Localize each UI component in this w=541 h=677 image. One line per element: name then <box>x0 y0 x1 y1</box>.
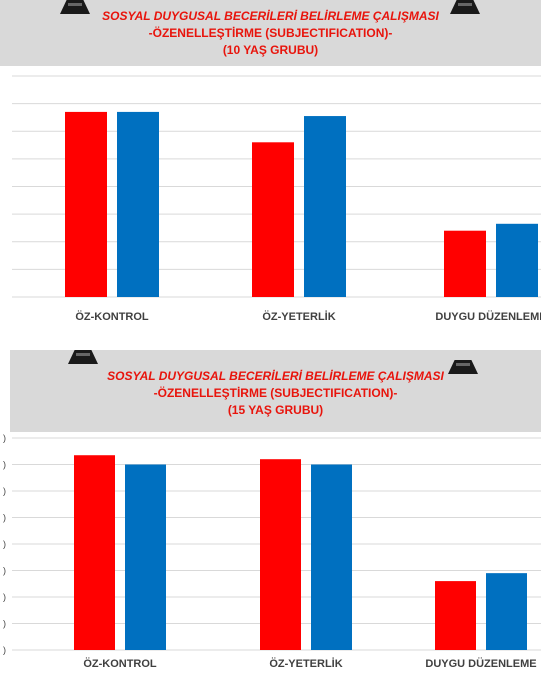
binder-clip-icon <box>448 360 478 374</box>
y-tick-mark: ) <box>3 566 6 576</box>
binder-clip-icon <box>450 0 480 14</box>
bar-series-1-1 <box>74 455 115 650</box>
x-tick-label: ÖZ-KONTROL <box>75 310 149 323</box>
binder-clip-icon <box>68 350 98 364</box>
chart-1-subtitle: -ÖZENELLEŞTİRME (SUBJECTIFICATION)- <box>148 26 393 40</box>
bar-series-2-3 <box>486 573 527 650</box>
chart-1-title: SOSYAL DUYGUSAL BECERİLERİ BELİRLEME ÇAL… <box>102 9 439 23</box>
bar-series-2-1 <box>117 111 159 297</box>
bar-series-2-1 <box>125 464 166 650</box>
x-tick-label: ÖZ-YETERLİK <box>269 657 342 670</box>
chart-2-subtitle: -ÖZENELLEŞTİRME (SUBJECTIFICATION)- <box>153 386 398 400</box>
y-tick-mark: ) <box>3 592 6 602</box>
x-tick-label: DUYGU DÜZENLEME <box>425 657 536 670</box>
x-tick-label: ÖZ-KONTROL <box>83 657 157 670</box>
y-tick-mark: ) <box>3 513 6 523</box>
bar-series-1-3 <box>435 581 476 650</box>
y-tick-mark: ) <box>3 619 6 629</box>
bar-series-1-2 <box>260 459 301 650</box>
chart-2-title: SOSYAL DUYGUSAL BECERİLERİ BELİRLEME ÇAL… <box>107 369 444 383</box>
bar-series-2-2 <box>304 116 346 298</box>
y-tick-mark: ) <box>3 539 6 549</box>
chart-1-age-group: (10 YAŞ GRUBU) <box>222 43 319 57</box>
bar-series-1-1 <box>65 111 107 297</box>
chart-2-banner: SOSYAL DUYGUSAL BECERİLERİ BELİRLEME ÇAL… <box>10 350 541 432</box>
x-tick-label: ÖZ-YETERLİK <box>262 310 335 323</box>
binder-clip-icon <box>60 0 90 14</box>
chart-1-bar-chart: ÖZ-KONTROL ÖZ-YETERLİK DUYGU DÜZENLEME <box>12 75 541 323</box>
y-tick-mark: ) <box>3 460 6 470</box>
bar-series-1-2 <box>252 142 294 297</box>
x-tick-label: DUYGU DÜZENLEME <box>435 310 541 323</box>
y-tick-mark: ) <box>3 645 6 655</box>
bar-series-2-2 <box>311 464 352 650</box>
chart-2-age-group: (15 YAŞ GRUBU) <box>227 403 324 417</box>
bar-series-1-3 <box>444 230 486 297</box>
y-tick-mark: ) <box>3 433 6 443</box>
bar-series-2-3 <box>496 223 538 297</box>
y-tick-mark: ) <box>3 486 6 496</box>
chart-1-banner: SOSYAL DUYGUSAL BECERİLERİ BELİRLEME ÇAL… <box>0 0 541 66</box>
chart-2-bar-chart: ))))))))) ÖZ-KONTROL ÖZ-YETERLİK DUYGU DÜZE… <box>3 433 541 670</box>
